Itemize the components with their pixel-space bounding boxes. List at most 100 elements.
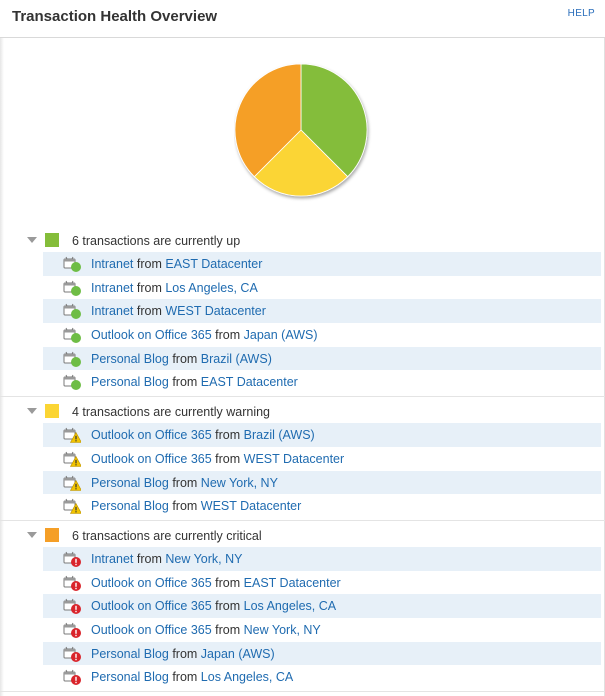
help-link[interactable]: HELP xyxy=(567,8,595,19)
transaction-row: Personal Blog from New York, NY xyxy=(43,470,601,495)
transaction-app-link[interactable]: Intranet xyxy=(91,280,134,295)
transaction-monitor-icon xyxy=(63,327,81,344)
transaction-app-link[interactable]: Personal Blog xyxy=(91,475,169,490)
transaction-location-link[interactable]: Brazil (AWS) xyxy=(243,428,315,443)
transaction-location-link[interactable]: WEST Datacenter xyxy=(200,499,302,514)
transaction-text: Outlook on Office 365 from New York, NY xyxy=(91,623,321,637)
collapse-caret-icon[interactable] xyxy=(27,531,37,538)
transaction-location-link[interactable]: New York, NY xyxy=(243,622,321,637)
transaction-row: Personal Blog from EAST Datacenter xyxy=(43,370,601,394)
transaction-row: Outlook on Office 365 from Los Angeles, … xyxy=(43,594,601,618)
transaction-location-link[interactable]: EAST Datacenter xyxy=(200,375,298,390)
transaction-monitor-icon xyxy=(63,374,81,391)
from-label: from xyxy=(136,551,162,566)
pie-slice-up[interactable] xyxy=(300,63,368,178)
transaction-text: Outlook on Office 365 from WEST Datacent… xyxy=(91,452,344,466)
transaction-text: Outlook on Office 365 from EAST Datacent… xyxy=(91,576,341,590)
group-warning: 4 transactions are currently warning Outl… xyxy=(0,399,605,521)
group-header-up: 6 transactions are currently up xyxy=(0,228,605,252)
transaction-monitor-icon xyxy=(63,598,81,615)
transaction-location-link[interactable]: Japan (AWS) xyxy=(200,646,275,661)
transaction-monitor-icon xyxy=(63,351,81,367)
transaction-app-link[interactable]: Personal Blog xyxy=(91,499,169,514)
status-swatch-critical xyxy=(45,527,59,542)
transaction-location-link[interactable]: Brazil (AWS) xyxy=(200,351,272,366)
transaction-location-link[interactable]: Los Angeles, CA xyxy=(243,599,337,614)
transaction-location-link[interactable]: Los Angeles, CA xyxy=(165,280,258,295)
transaction-location-link[interactable]: New York, NY xyxy=(200,475,278,490)
transaction-location-link[interactable]: EAST Datacenter xyxy=(165,257,263,271)
transaction-monitor-icon xyxy=(63,475,83,491)
transaction-app-link[interactable]: Outlook on Office 365 xyxy=(91,622,212,637)
from-label: from xyxy=(136,304,162,319)
transaction-location-link[interactable]: EAST Datacenter xyxy=(243,575,341,590)
transaction-row: Personal Blog from Brazil (AWS) xyxy=(43,346,601,371)
transaction-location-link[interactable]: Los Angeles, CA xyxy=(200,670,294,685)
transaction-app-link[interactable]: Intranet xyxy=(91,551,134,566)
status-up-badge xyxy=(71,309,81,320)
transaction-row: Personal Blog from Japan (AWS) xyxy=(43,641,601,666)
from-label: from xyxy=(172,375,198,390)
transaction-monitor-icon xyxy=(63,622,81,638)
transaction-text: Personal Blog from EAST Datacenter xyxy=(91,375,298,389)
transaction-location-link[interactable]: New York, NY xyxy=(165,551,243,566)
status-up-badge xyxy=(71,262,81,272)
from-label: from xyxy=(172,351,198,366)
transaction-monitor-icon xyxy=(63,551,81,567)
transaction-monitor-icon xyxy=(63,498,83,514)
from-label: from xyxy=(172,646,198,661)
transaction-row: Outlook on Office 365 from EAST Datacent… xyxy=(43,571,601,595)
status-swatch-warning xyxy=(45,404,59,419)
transaction-app-link[interactable]: Personal Blog xyxy=(91,351,169,366)
transaction-app-link[interactable]: Intranet xyxy=(91,257,134,271)
transaction-text: Personal Blog from Brazil (AWS) xyxy=(91,352,272,366)
transaction-monitor-icon xyxy=(63,256,81,272)
transaction-text: Personal Blog from WEST Datacenter xyxy=(91,499,301,513)
transaction-monitor-icon xyxy=(63,669,81,686)
from-label: from xyxy=(172,499,198,514)
collapse-caret-icon[interactable] xyxy=(27,237,37,243)
health-pie-chart xyxy=(234,60,374,205)
status-swatch-up xyxy=(45,233,59,247)
pie-slice-warning[interactable] xyxy=(253,129,349,197)
transaction-row: Intranet from WEST Datacenter xyxy=(43,299,601,324)
transaction-app-link[interactable]: Outlook on Office 365 xyxy=(91,328,212,343)
transaction-row: Intranet from EAST Datacenter xyxy=(43,252,601,276)
from-label: from xyxy=(215,599,241,614)
transaction-row: Personal Blog from Los Angeles, CA xyxy=(43,665,601,689)
transaction-text: Outlook on Office 365 from Brazil (AWS) xyxy=(91,428,315,442)
transaction-row: Intranet from New York, NY xyxy=(43,546,601,571)
from-label: from xyxy=(215,328,241,343)
status-up-badge xyxy=(71,285,81,296)
transaction-text: Personal Blog from Japan (AWS) xyxy=(91,647,275,661)
panel-header: Transaction Health Overview HELP xyxy=(0,0,605,38)
from-label: from xyxy=(215,622,241,637)
transaction-app-link[interactable]: Outlook on Office 365 xyxy=(91,451,212,466)
transaction-app-link[interactable]: Intranet xyxy=(91,304,134,319)
transaction-row: Outlook on Office 365 from New York, NY xyxy=(43,618,601,642)
transaction-row: Outlook on Office 365 from WEST Datacent… xyxy=(43,447,601,471)
transaction-text: Intranet from WEST Datacenter xyxy=(91,304,266,318)
transaction-location-link[interactable]: WEST Datacenter xyxy=(165,304,266,319)
pie-svg xyxy=(234,63,368,197)
collapse-caret-icon[interactable] xyxy=(27,408,37,415)
transaction-app-link[interactable]: Outlook on Office 365 xyxy=(91,599,212,614)
transaction-app-link[interactable]: Personal Blog xyxy=(91,375,169,390)
pie-slice-critical[interactable] xyxy=(234,63,302,178)
transaction-app-link[interactable]: Outlook on Office 365 xyxy=(91,575,212,590)
transaction-text: Personal Blog from New York, NY xyxy=(91,476,278,490)
group-up: 6 transactions are currently up Intranet … xyxy=(0,228,605,398)
transaction-text: Intranet from Los Angeles, CA xyxy=(91,281,258,295)
from-label: from xyxy=(136,257,162,271)
from-label: from xyxy=(136,280,162,295)
transaction-location-link[interactable]: Japan (AWS) xyxy=(243,328,318,343)
transaction-location-link[interactable]: WEST Datacenter xyxy=(243,451,345,466)
transaction-app-link[interactable]: Personal Blog xyxy=(91,670,169,685)
transaction-app-link[interactable]: Personal Blog xyxy=(91,646,169,661)
from-label: from xyxy=(215,428,241,443)
group-label: 6 transactions are currently up xyxy=(72,234,241,248)
group-critical: 6 transactions are currently critical Int… xyxy=(0,523,605,692)
transaction-text: Personal Blog from Los Angeles, CA xyxy=(91,670,293,684)
transaction-app-link[interactable]: Outlook on Office 365 xyxy=(91,428,212,443)
from-label: from xyxy=(215,451,241,466)
